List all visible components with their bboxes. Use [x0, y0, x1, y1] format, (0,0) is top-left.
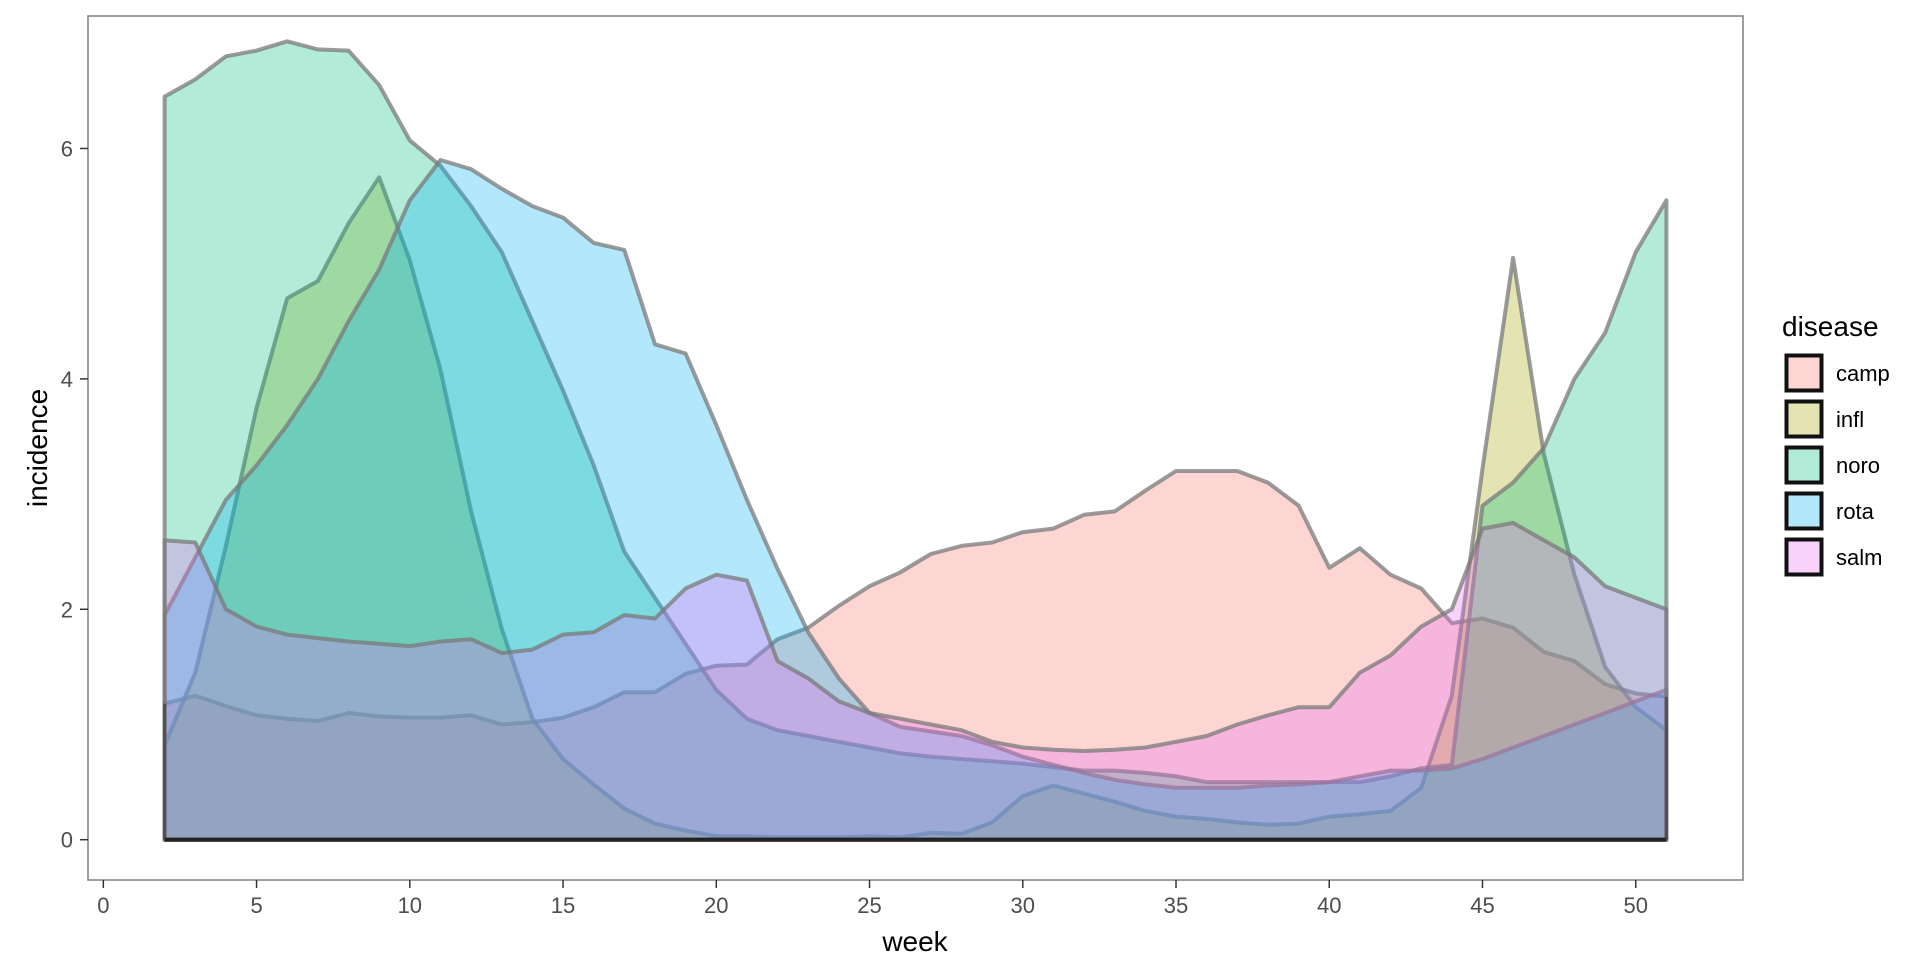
area-noro — [162, 39, 1669, 842]
y-tick-label: 0 — [61, 828, 73, 853]
legend-key-bg — [1785, 354, 1823, 392]
x-tick-label: 15 — [551, 893, 575, 918]
x-tick-label: 45 — [1470, 893, 1494, 918]
x-axis-title: week — [881, 926, 948, 957]
x-tick-label: 20 — [704, 893, 728, 918]
legend-label-camp: camp — [1836, 361, 1890, 386]
legend-key-bg — [1785, 446, 1823, 484]
x-tick-label: 50 — [1623, 893, 1647, 918]
legend-key-bg — [1785, 492, 1823, 530]
legend-swatch-rota — [1784, 491, 1824, 531]
legend-swatch-infl — [1784, 399, 1824, 439]
x-tick-label: 30 — [1011, 893, 1035, 918]
legend-key-bg — [1785, 400, 1823, 438]
y-tick-label: 2 — [61, 597, 73, 622]
legend-key-bg — [1785, 538, 1823, 576]
legend-label-salm: salm — [1836, 545, 1882, 570]
x-tick-label: 40 — [1317, 893, 1341, 918]
baseline-group — [163, 696, 1668, 842]
area-rota — [162, 158, 1669, 842]
area-salm — [162, 520, 1669, 842]
legend-label-infl: infl — [1836, 407, 1864, 432]
legend-swatch-camp — [1784, 353, 1824, 393]
x-tick-label: 5 — [250, 893, 262, 918]
area-infl — [162, 175, 1669, 842]
plot-panel — [87, 15, 1744, 881]
area-series-group — [162, 39, 1669, 842]
legend-swatch-salm — [1784, 537, 1824, 577]
legend-swatch-noro — [1784, 445, 1824, 485]
legend-title: disease — [1782, 311, 1879, 342]
y-axis-title: incidence — [22, 389, 53, 507]
legend-label-rota: rota — [1836, 499, 1875, 524]
legend-label-noro: noro — [1836, 453, 1880, 478]
y-tick-label: 6 — [61, 136, 73, 161]
y-axis: 0 2 4 6 — [61, 136, 88, 853]
x-tick-label: 10 — [398, 893, 422, 918]
x-tick-label: 0 — [97, 893, 109, 918]
x-tick-label: 25 — [857, 893, 881, 918]
y-tick-label: 4 — [61, 367, 73, 392]
x-tick-label: 35 — [1164, 893, 1188, 918]
legend: disease camp infl noro rota salm — [1782, 311, 1890, 577]
x-axis: 0 5 10 15 20 25 30 35 40 45 50 — [97, 880, 1648, 918]
